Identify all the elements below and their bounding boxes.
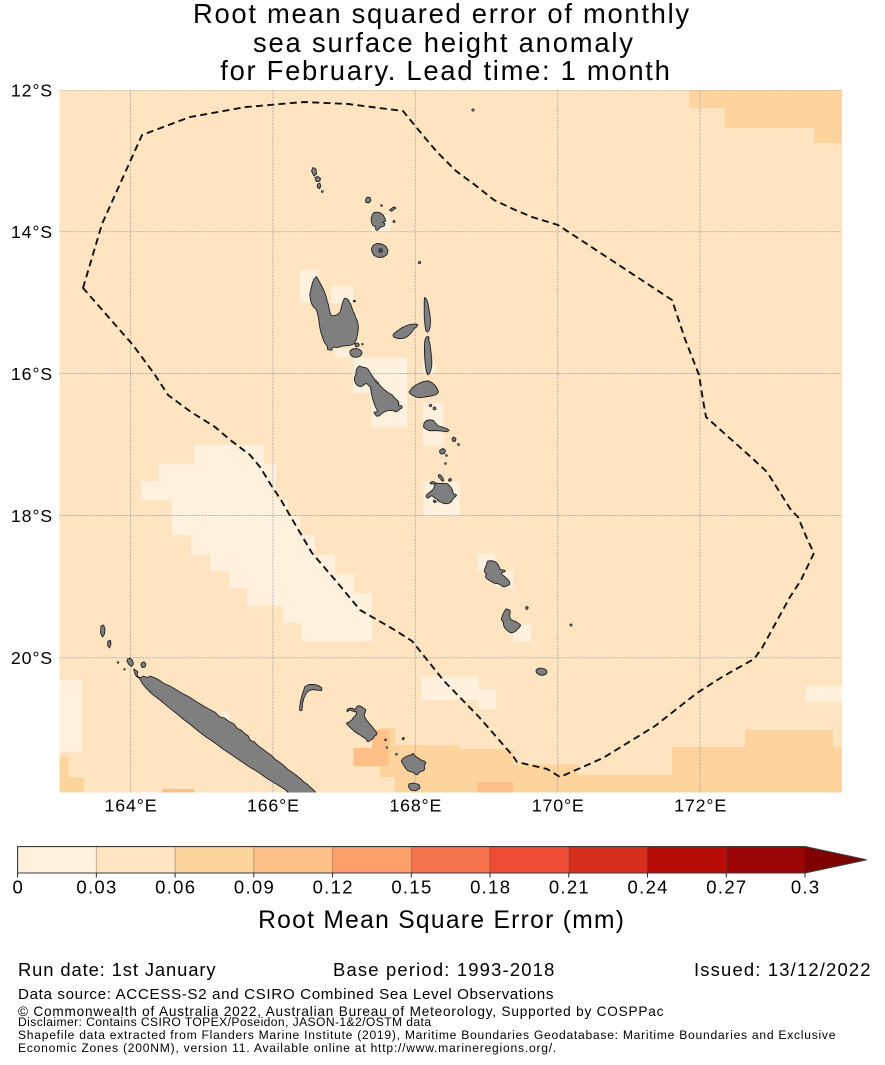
svg-text:sea surface height anomaly: sea surface height anomaly <box>253 27 635 58</box>
svg-text:0.15: 0.15 <box>391 877 432 898</box>
svg-text:18°S: 18°S <box>11 506 53 526</box>
svg-text:20°S: 20°S <box>11 648 53 668</box>
svg-text:0.12: 0.12 <box>313 877 354 898</box>
svg-text:Root mean squared error of mon: Root mean squared error of monthly <box>193 0 691 29</box>
svg-text:0.09: 0.09 <box>234 877 275 898</box>
svg-text:Data source: ACCESS-S2 and CSI: Data source: ACCESS-S2 and CSIRO Combine… <box>18 986 554 1003</box>
svg-text:Issued: 13/12/2022: Issued: 13/12/2022 <box>694 959 872 980</box>
svg-text:172°E: 172°E <box>674 796 727 816</box>
svg-text:0.24: 0.24 <box>628 877 669 898</box>
svg-text:164°E: 164°E <box>105 796 158 816</box>
svg-text:16°S: 16°S <box>11 364 53 384</box>
svg-text:0.18: 0.18 <box>470 877 511 898</box>
svg-text:0.21: 0.21 <box>549 877 590 898</box>
svg-text:14°S: 14°S <box>11 222 53 242</box>
svg-text:Economic Zones (200NM), versio: Economic Zones (200NM), version 11. Avai… <box>18 1041 557 1055</box>
svg-text:0.03: 0.03 <box>76 877 117 898</box>
svg-text:168°E: 168°E <box>389 796 442 816</box>
svg-text:166°E: 166°E <box>247 796 300 816</box>
svg-text:0.06: 0.06 <box>155 877 196 898</box>
svg-text:Disclaimer: Contains CSIRO TOP: Disclaimer: Contains CSIRO TOPEX/Poseido… <box>18 1015 431 1029</box>
svg-text:0.27: 0.27 <box>706 877 747 898</box>
svg-text:12°S: 12°S <box>11 80 53 100</box>
svg-text:0.3: 0.3 <box>791 877 821 898</box>
svg-text:170°E: 170°E <box>532 796 585 816</box>
svg-text:Run date: 1st January: Run date: 1st January <box>18 959 216 980</box>
svg-text:for February. Lead time: 1 mon: for February. Lead time: 1 month <box>220 55 671 86</box>
svg-text:© Commonwealth of Australia 20: © Commonwealth of Australia 2022, Austra… <box>18 1004 664 1019</box>
svg-text:0: 0 <box>12 877 24 898</box>
svg-text:Root Mean Square Error (mm): Root Mean Square Error (mm) <box>258 907 625 934</box>
svg-text:Shapefile data extracted from: Shapefile data extracted from Flanders M… <box>18 1028 836 1042</box>
svg-text:Base period: 1993-2018: Base period: 1993-2018 <box>333 959 556 980</box>
